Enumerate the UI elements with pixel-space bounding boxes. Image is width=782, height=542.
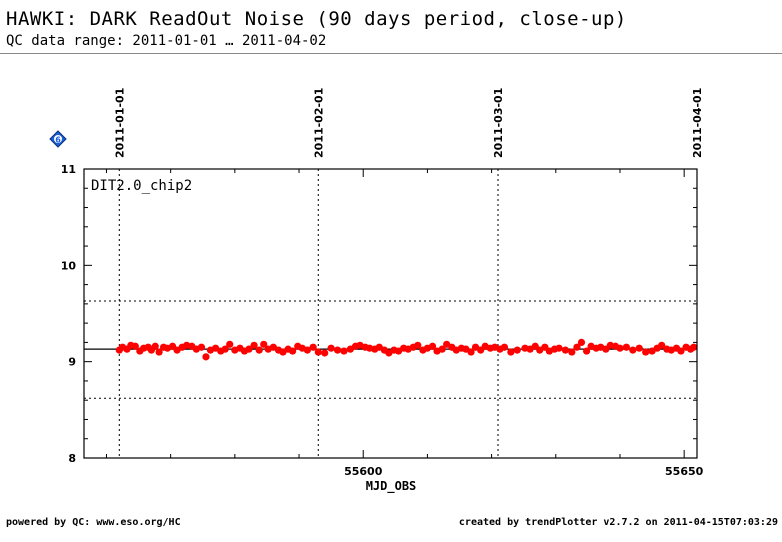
footer-powered-by: powered by QC: www.eso.org/HC [6,517,181,528]
data-point-106 [642,348,650,356]
grid-layer [84,169,698,458]
data-point-45 [327,344,335,352]
y-tick-label-11: 11 [61,163,76,176]
plot-frame [83,168,698,459]
data-point-80 [500,343,509,351]
page-title: HAWKI: DARK ReadOut Noise (90 days perio… [6,8,627,30]
data-point-31 [255,346,263,354]
data-point-81 [507,348,515,356]
data-point-82 [513,346,521,354]
date-marker-label-2: 2011-03-01 [492,88,505,158]
title-divider [0,53,782,54]
trend-chart: 6 2011-01-01 2011-02-01 2011-03-01 2011-04-… [49,88,704,494]
axis-layer: 2011-01-01 2011-02-01 2011-03-01 2011-04-01… [61,88,704,478]
data-point-30 [250,341,258,349]
data-point-93 [573,343,581,351]
data-point-4 [131,342,139,350]
data-point-47 [340,347,348,355]
y-tick-label-10: 10 [61,259,77,272]
data-point-62 [414,341,422,349]
data-point-109 [658,341,666,349]
data-point-73 [467,348,475,356]
panel-label: DIT2.0_chip2 [91,178,192,194]
data-points [115,338,698,361]
data-point-46 [333,346,342,354]
data-point-9 [151,342,159,350]
date-marker-label-1: 2011-02-01 [312,88,325,158]
data-point-43 [314,348,322,356]
x-tick-label-55600: 55600 [344,465,383,478]
data-point-113 [677,347,685,355]
data-point-116 [690,343,698,351]
data-point-19 [197,343,206,351]
data-point-41 [303,346,311,354]
data-point-38 [289,347,297,355]
data-point-67 [438,345,446,353]
data-point-90 [555,344,563,352]
data-point-44 [321,349,329,357]
footer-created-by: created by trendPlotter v2.7.2 on 2011-0… [458,517,778,528]
data-point-65 [428,342,437,350]
data-point-104 [629,346,637,354]
data-point-91 [561,346,570,354]
badge-label: 6 [55,136,61,145]
data-point-103 [622,343,630,351]
data-point-92 [568,348,576,356]
data-point-42 [309,343,317,351]
date-marker-label-0: 2011-01-01 [113,88,126,158]
data-point-94 [577,338,586,346]
data-point-95 [582,347,591,355]
y-tick-label-9: 9 [68,356,76,369]
x-tick-label-55650: 55650 [665,465,704,478]
data-point-32 [260,340,268,348]
data-point-25 [226,340,234,348]
data-point-10 [155,348,163,356]
y-tick-label-8: 8 [68,452,76,465]
diamond-badge-icon[interactable]: 6 [49,130,67,148]
date-marker-label-3: 2011-04-01 [691,88,704,158]
data-point-24 [221,345,229,353]
x-axis-label: MJD_OBS [366,479,417,494]
data-point-29 [245,345,253,353]
data-point-102 [616,344,624,352]
page-subtitle: QC data range: 2011-01-01 … 2011-04-02 [6,33,327,49]
data-point-20 [202,353,210,361]
data-point-105 [635,344,643,352]
